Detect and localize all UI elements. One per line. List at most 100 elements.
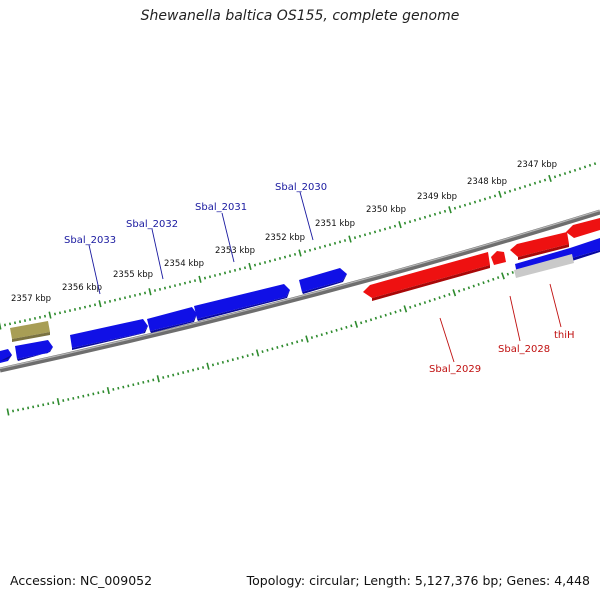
tick-mark <box>563 172 567 175</box>
tick-mark <box>323 244 327 248</box>
tick-mark <box>503 191 507 195</box>
feature-grey[interactable] <box>514 254 574 278</box>
tick-mark <box>62 399 65 402</box>
tick-mark <box>501 272 505 280</box>
tick-mark <box>472 284 475 288</box>
tick-mark <box>28 318 32 321</box>
tick-mark <box>573 168 577 172</box>
tick-mark <box>320 333 323 337</box>
gene-labels: Sbal_2030 Sbal_2031 Sbal_2032 Sbal_2033 … <box>64 182 575 375</box>
tick-mark <box>296 340 299 344</box>
tick-mark <box>558 173 562 177</box>
tick-mark <box>496 276 500 280</box>
gene-arrow-sbal-2032[interactable] <box>147 307 197 331</box>
tick-mark <box>241 355 244 359</box>
gene-arrow-right-reverse[interactable] <box>566 218 600 238</box>
tick-mark <box>218 272 222 276</box>
tick-mark <box>508 189 512 193</box>
tick-mark <box>198 275 202 283</box>
scale-label-2357: 2357 kbp <box>11 294 51 304</box>
tick-mark <box>388 226 392 230</box>
tick-mark <box>258 262 262 266</box>
other-features <box>10 254 574 342</box>
tick-mark <box>348 235 352 243</box>
gene-arrow-sbal-2029[interactable] <box>363 252 490 298</box>
tick-mark <box>354 320 359 328</box>
tick-mark <box>403 221 407 225</box>
tick-mark <box>23 319 27 322</box>
tick-mark <box>518 186 522 190</box>
tick-mark <box>482 281 485 285</box>
tick-mark <box>226 359 229 363</box>
tick-mark <box>108 299 112 303</box>
tick-mark <box>266 348 269 352</box>
tick-mark <box>418 217 422 221</box>
tick-mark <box>511 270 514 274</box>
tick-mark <box>394 310 397 314</box>
tick-mark <box>58 311 62 315</box>
tick-mark <box>153 289 157 292</box>
tick-mark <box>378 229 382 232</box>
tick-mark <box>132 383 135 387</box>
scale-label-2351: 2351 kbp <box>315 219 355 229</box>
tick-mark <box>0 322 2 330</box>
tick-mark <box>428 214 432 218</box>
gene-arrow-sbal-2028[interactable] <box>491 251 506 265</box>
gene-arrow-sbal-2034[interactable] <box>15 340 53 359</box>
tick-mark <box>462 287 466 291</box>
tick-mark <box>379 315 382 319</box>
gene-arrow-sbal-2030[interactable] <box>299 268 347 292</box>
tick-mark <box>583 165 587 169</box>
tick-mark <box>413 304 417 308</box>
tick-mark <box>528 183 532 187</box>
tick-mark <box>373 230 377 234</box>
tick-mark <box>548 174 552 182</box>
tick-mark <box>102 390 105 394</box>
tick-mark <box>261 350 264 354</box>
tick-mark <box>369 318 373 322</box>
scale-label-2354: 2354 kbp <box>164 259 204 269</box>
tick-mark <box>106 386 110 395</box>
tick-mark <box>213 274 217 277</box>
tick-mark <box>183 281 187 285</box>
tick-mark <box>578 167 582 171</box>
tick-mark <box>158 287 162 291</box>
tick-mark <box>443 209 447 213</box>
scale-label-2352: 2352 kbp <box>265 233 305 243</box>
tick-mark <box>92 392 95 396</box>
tick-mark <box>177 372 180 376</box>
tick-mark <box>248 262 252 271</box>
tick-mark <box>13 321 17 325</box>
tick-mark <box>467 286 471 290</box>
tick-mark <box>163 286 167 290</box>
tick-mark <box>523 185 527 188</box>
gene-arrow-sbal-2033[interactable] <box>70 319 148 348</box>
feature-olive[interactable] <box>10 321 50 339</box>
tick-mark <box>56 398 60 406</box>
tick-mark <box>433 297 436 301</box>
tick-mark <box>333 241 337 245</box>
tick-mark <box>206 362 210 370</box>
tick-mark <box>343 239 347 242</box>
tick-mark <box>178 282 182 286</box>
tick-mark <box>493 194 497 198</box>
tick-mark <box>118 297 122 301</box>
gene-arrow-sbal-2031[interactable] <box>194 284 290 319</box>
scale-label-2355: 2355 kbp <box>113 270 153 280</box>
tick-mark <box>83 305 87 309</box>
tick-mark <box>38 315 42 319</box>
tick-mark <box>448 292 451 296</box>
tick-mark <box>393 224 397 228</box>
tick-mark <box>88 304 92 308</box>
tick-mark <box>409 305 412 309</box>
tick-mark <box>300 339 304 342</box>
tick-mark <box>477 282 480 286</box>
tick-mark <box>283 255 287 259</box>
tick-mark <box>188 280 192 284</box>
tick-mark <box>298 249 302 257</box>
tick-mark <box>483 197 487 201</box>
gene-arrow-thih[interactable] <box>510 232 569 257</box>
tick-mark <box>97 391 100 395</box>
tick-mark <box>488 196 492 199</box>
